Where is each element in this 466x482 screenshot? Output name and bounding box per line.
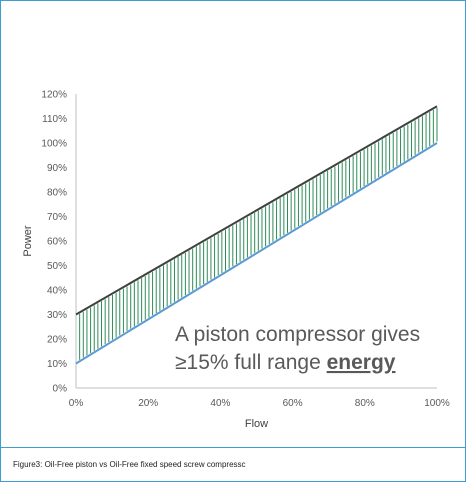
y-tick-label: 50% xyxy=(47,261,67,272)
y-tick-label: 30% xyxy=(47,310,67,321)
upper-series-line xyxy=(75,105,438,316)
shaded-band xyxy=(75,107,438,362)
y-tick-label: 120% xyxy=(41,90,67,101)
y-axis-title: Power xyxy=(22,225,34,257)
y-tick-label: 100% xyxy=(41,139,67,150)
axes xyxy=(75,94,437,389)
y-tick-label: 80% xyxy=(47,188,67,199)
lower-series-line xyxy=(75,142,438,365)
caption-divider xyxy=(1,447,465,448)
annotation-emphasis: energy xyxy=(327,351,396,374)
x-tick-label: 80% xyxy=(355,398,375,409)
y-tick-label: 40% xyxy=(47,286,67,297)
x-tick-label: 40% xyxy=(210,398,230,409)
x-tick-label: 100% xyxy=(424,398,450,409)
figure-caption: Figure3: Oil-Free piston vs Oil-Free fix… xyxy=(13,460,246,469)
tick-labels: 0% 10% 20% 30% 40% 50% 60% 70% 80% 90% 100% 110% 120… xyxy=(41,90,449,410)
y-tick-label: 20% xyxy=(47,335,67,346)
y-tick-label: 0% xyxy=(53,384,68,395)
x-tick-label: 60% xyxy=(283,398,303,409)
y-tick-label: 60% xyxy=(47,237,67,248)
x-axis-title: Flow xyxy=(245,418,268,430)
y-tick-label: 90% xyxy=(47,163,67,174)
series-lines xyxy=(75,105,438,365)
annotation-line-2-text: ≥15% full range xyxy=(175,351,327,374)
annotation-line-1: A piston compressor gives xyxy=(175,323,420,346)
chart-area: 0% 10% 20% 30% 40% 50% 60% 70% 80% 90% 100% 110% 120… xyxy=(22,90,450,431)
y-tick-label: 70% xyxy=(47,212,67,223)
y-tick-label: 10% xyxy=(47,359,67,370)
x-tick-label: 20% xyxy=(138,398,158,409)
x-tick-label: 0% xyxy=(69,398,84,409)
y-tick-label: 110% xyxy=(42,114,67,125)
annotation-line-2: ≥15% full range energy xyxy=(175,351,396,374)
